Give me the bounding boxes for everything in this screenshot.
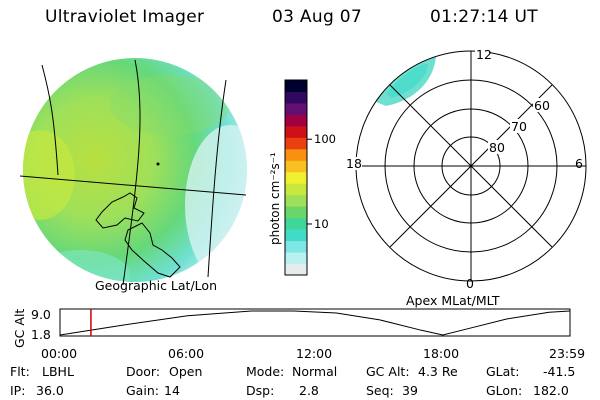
time-tick-0600: 06:00 [168,346,205,361]
time-tick-1800: 18:00 [423,346,460,361]
dsp-value: 2.8 [299,383,319,398]
mlt-label-18: 18 [346,156,362,171]
time-tick-0000: 00:00 [41,346,78,361]
altitude-plot [59,308,571,337]
colorbar-cell [285,148,307,161]
colorbar-tick-label: 100 [314,132,336,146]
colorbar-cell [285,80,307,92]
geographic-image: Geographic Lat/Lon [19,58,247,293]
subsatellite-point [156,162,160,166]
altitude-axis-label: GC Alt [12,308,27,348]
door-value: Open [169,364,203,379]
dsp-label: Dsp: [246,383,275,398]
altitude-tick-min: 1.8 [31,327,51,342]
filter-value: LBHL [42,364,74,379]
glat-value: -41.5 [543,364,576,379]
mlat-label-70: 70 [511,119,527,134]
longitude-line [122,59,141,286]
coastline-south-island [124,222,181,278]
colorbar-cell [285,194,307,207]
glon-value: 182.0 [533,383,569,398]
image-time: 01:27:14 UT [430,7,538,27]
ip-value: 36.0 [36,383,64,398]
latitude-line [19,175,247,196]
colorbar-tick-label: 10 [314,217,329,231]
colorbar-cell [285,91,307,104]
colorbar-cell [285,229,307,242]
longitude-line [207,79,227,278]
gc-alt-value: 4.3 Re [418,364,458,379]
altitude-plot-frame [59,308,571,337]
geo-panel-label: Geographic Lat/Lon [95,278,217,293]
colorbar-cell [285,217,307,230]
ip-label: IP: [10,383,26,398]
altitude-tick-max: 9.0 [31,307,51,322]
instrument-title: Ultraviolet Imager [45,7,205,27]
image-date: 03 Aug 07 [272,7,362,27]
apex-panel-label: Apex MLat/MLT [406,293,500,308]
gain-label: Gain: [126,383,159,398]
colorbar-cell [285,240,307,253]
altitude-curve [59,310,570,336]
mlt-label-6: 6 [575,156,583,171]
time-tick-2359: 23:59 [549,346,586,361]
colorbar-graphic: 10 100 [284,79,336,276]
mode-value: Normal [292,364,338,379]
colorbar-cell [285,160,307,173]
apex-polar-plot: 12 6 0 18 80 70 60 Apex MLat/MLT [346,47,587,308]
seq-label: Seq: [366,383,394,398]
colorbar-cell [285,263,307,276]
mlt-line-diag [389,84,553,248]
colorbar-cell [285,125,307,138]
mlat-label-80: 80 [489,140,505,155]
colorbar-cell [285,183,307,196]
door-label: Door: [126,364,161,379]
colorbar-cell [285,206,307,219]
colorbar-cell [285,171,307,184]
seq-value: 39 [402,383,418,398]
colorbar-cell [285,137,307,150]
colorbar-cell [285,102,307,115]
glat-label: GLat: [486,364,520,379]
glon-label: GLon: [486,383,523,398]
colorbar-unit-label: photon cm⁻²s⁻¹ [268,152,282,245]
mlt-label-0: 0 [466,276,474,291]
longitude-line [41,64,59,176]
coastline-north-island [95,192,145,229]
mlt-label-12: 12 [476,47,492,62]
colorbar-cell [285,252,307,265]
colorbar-cell [285,114,307,127]
time-tick-1200: 12:00 [296,346,333,361]
mode-label: Mode: [246,364,285,379]
gain-value: 14 [164,383,180,398]
filter-label: Flt: [10,364,30,379]
gc-alt-label: GC Alt: [366,364,410,379]
mlat-label-60: 60 [534,98,550,113]
